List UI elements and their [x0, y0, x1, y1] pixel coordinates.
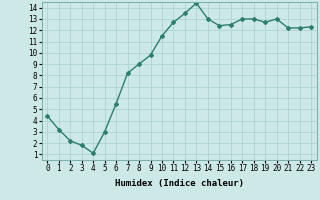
X-axis label: Humidex (Indice chaleur): Humidex (Indice chaleur): [115, 179, 244, 188]
